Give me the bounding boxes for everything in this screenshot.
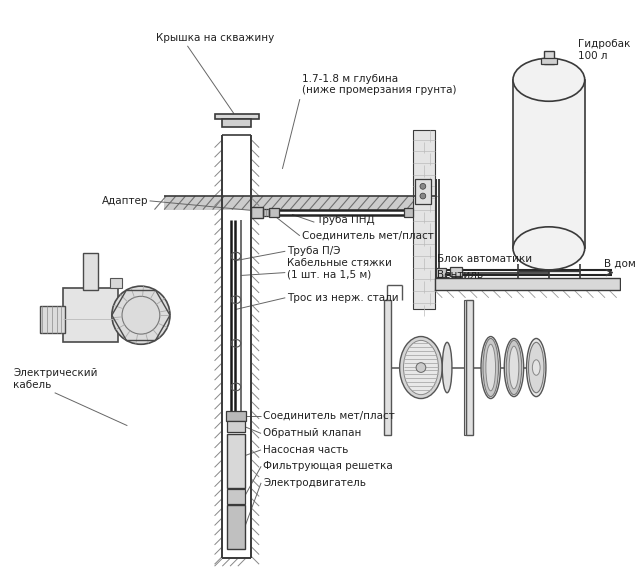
Ellipse shape: [416, 363, 426, 372]
Ellipse shape: [420, 184, 426, 189]
Text: Блок автоматики: Блок автоматики: [438, 254, 532, 264]
Ellipse shape: [486, 345, 496, 391]
Bar: [541, 59, 557, 64]
Ellipse shape: [420, 193, 426, 199]
Text: Труба П/Э: Труба П/Э: [287, 246, 341, 256]
Text: Обратный клапан: Обратный клапан: [263, 428, 362, 439]
Bar: [463, 300, 466, 435]
Ellipse shape: [481, 336, 500, 399]
Ellipse shape: [403, 340, 438, 394]
Bar: [452, 268, 461, 277]
Bar: [227, 505, 245, 548]
Bar: [436, 268, 446, 277]
Ellipse shape: [504, 339, 523, 397]
Text: Трос из нерж. стали: Трос из нерж. стали: [287, 293, 399, 303]
Text: В дом: В дом: [604, 259, 636, 269]
Bar: [544, 51, 553, 64]
Bar: [251, 207, 263, 218]
Bar: [450, 267, 461, 277]
Ellipse shape: [442, 342, 452, 393]
Bar: [263, 209, 271, 216]
Bar: [110, 278, 121, 288]
Bar: [269, 207, 279, 217]
Text: Соединитель мет/пласт: Соединитель мет/пласт: [302, 231, 433, 241]
Text: Крышка на скважину: Крышка на скважину: [157, 33, 275, 43]
Bar: [63, 288, 118, 342]
Bar: [83, 253, 98, 290]
Text: Соединитель мет/пласт: Соединитель мет/пласт: [263, 411, 395, 421]
Bar: [413, 130, 435, 310]
Ellipse shape: [532, 360, 540, 375]
Text: Труба ПНД: Труба ПНД: [316, 215, 375, 225]
Ellipse shape: [513, 227, 585, 270]
Ellipse shape: [509, 346, 519, 389]
Bar: [513, 80, 585, 248]
Text: Электрический
кабель: Электрический кабель: [13, 368, 98, 390]
Bar: [415, 178, 431, 204]
Bar: [403, 207, 413, 217]
Text: Кабельные стяжки
(1 шт. на 1,5 м): Кабельные стяжки (1 шт. на 1,5 м): [287, 258, 392, 279]
Ellipse shape: [513, 58, 585, 101]
Text: Насосная часть: Насосная часть: [263, 445, 348, 455]
Text: Электродвигатель: Электродвигатель: [263, 478, 366, 488]
Bar: [435, 278, 620, 290]
Bar: [227, 435, 245, 487]
Ellipse shape: [506, 340, 521, 394]
Bar: [222, 120, 251, 127]
Bar: [40, 306, 65, 333]
Ellipse shape: [528, 342, 544, 393]
Ellipse shape: [399, 336, 442, 399]
Bar: [384, 300, 391, 435]
Text: 1.7-1.8 м глубина
(ниже промерзания грунта): 1.7-1.8 м глубина (ниже промерзания грун…: [302, 74, 456, 95]
Bar: [226, 411, 245, 421]
Ellipse shape: [527, 339, 546, 397]
Bar: [466, 300, 473, 435]
Text: Адаптер: Адаптер: [102, 196, 149, 206]
Bar: [227, 489, 245, 504]
Bar: [227, 421, 245, 432]
Ellipse shape: [112, 286, 170, 345]
Text: Гидробак
100 л: Гидробак 100 л: [578, 39, 630, 60]
Text: Вентиль: Вентиль: [438, 270, 484, 279]
Bar: [215, 114, 259, 120]
Ellipse shape: [483, 339, 498, 397]
Bar: [164, 196, 435, 210]
Text: Фильтрующая решетка: Фильтрующая решетка: [263, 461, 393, 471]
